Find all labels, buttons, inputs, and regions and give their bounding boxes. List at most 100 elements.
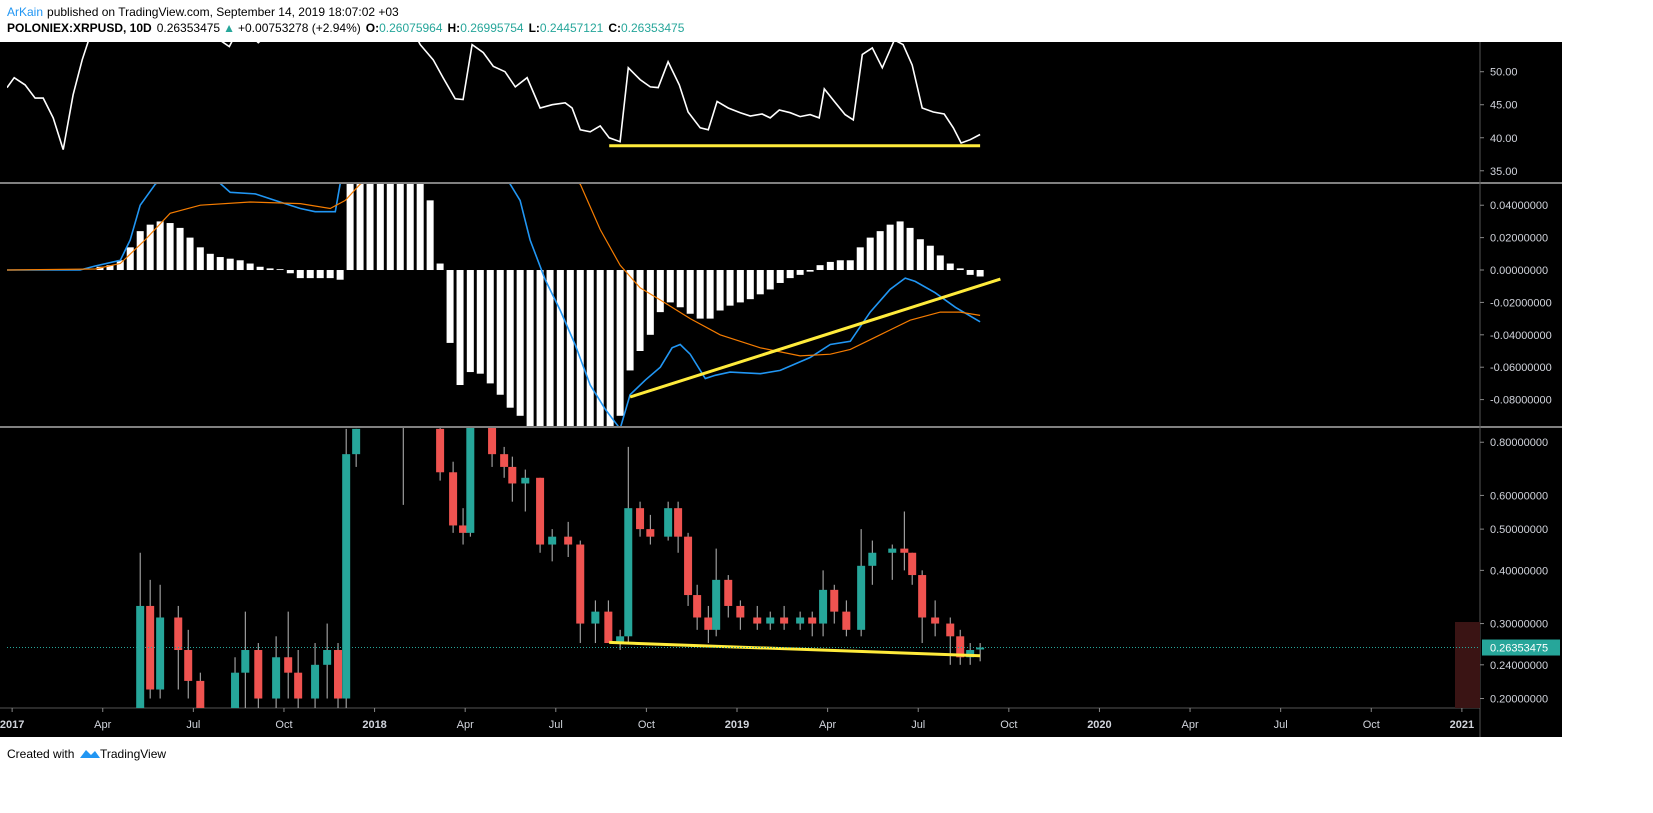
published: published on TradingView.com, September … [47, 5, 399, 19]
candle-body [931, 617, 940, 624]
y-tick-label: 0.20000000 [1490, 694, 1548, 706]
y-tick-label: 0.50000000 [1490, 524, 1548, 536]
header-line: ArKain published on TradingView.com, Sept… [7, 5, 399, 19]
x-tick-label: Oct [1000, 719, 1017, 731]
macd-line [7, 184, 981, 426]
y-tick-label: 50.00 [1490, 67, 1518, 79]
histogram-bar [426, 200, 434, 271]
candle-body [857, 565, 866, 630]
histogram-bar [546, 270, 554, 426]
histogram-bar [456, 270, 464, 386]
candle-body [918, 575, 927, 618]
histogram-bar [256, 266, 264, 271]
histogram-bar [326, 270, 334, 279]
histogram-bar [756, 270, 764, 295]
histogram-bar [626, 270, 634, 371]
candle-body [576, 544, 585, 624]
x-tick-label: Jul [186, 719, 200, 731]
x-tick-label: Jul [911, 719, 925, 731]
histogram-bar [356, 184, 364, 271]
histogram-bar [676, 270, 684, 308]
candle-body [704, 617, 713, 630]
histogram-bar [486, 270, 494, 384]
candle-body [272, 657, 281, 699]
histogram-bar [446, 270, 454, 343]
candle-body [508, 466, 517, 484]
candle-body [956, 636, 965, 658]
footer-created: Created with [7, 747, 74, 761]
histogram-bar [906, 227, 914, 271]
candle-body [636, 508, 645, 530]
histogram-bar [926, 245, 934, 271]
histogram-bar [746, 270, 754, 300]
histogram-bar [176, 227, 184, 271]
candle-body [624, 508, 633, 637]
y-tick-label: 0.02000000 [1490, 233, 1548, 245]
y-tick-label: -0.02000000 [1490, 297, 1552, 309]
y-tick-label: 0.60000000 [1490, 490, 1548, 502]
histogram-bar [276, 269, 284, 271]
candle-body [946, 623, 955, 637]
histogram-bar [156, 221, 164, 271]
candle-body [976, 647, 985, 650]
candle-body [900, 548, 909, 553]
candle-body [780, 617, 789, 624]
pane [7, 42, 981, 150]
candle-body [564, 536, 573, 545]
histogram-bar [476, 270, 484, 374]
histogram-bar [656, 270, 664, 313]
histogram-bar [976, 270, 984, 277]
histogram-bar [116, 260, 124, 271]
histogram-bar [516, 270, 524, 416]
histogram-bar [376, 184, 384, 271]
pane [7, 184, 1001, 426]
histogram-bar [586, 270, 594, 426]
candle-body [241, 650, 250, 673]
histogram-bar [366, 184, 374, 271]
histogram-bar [836, 260, 844, 271]
candle-body [294, 672, 303, 699]
candle-body [254, 650, 263, 699]
pane [136, 428, 985, 708]
y-tick-label: 0.04000000 [1490, 200, 1548, 212]
y-tick-label: 0.00000000 [1490, 265, 1548, 277]
x-tick-label: 2018 [362, 719, 386, 731]
candle-body [231, 672, 240, 708]
candle-body [808, 617, 817, 624]
candle-body [459, 525, 468, 533]
candle-body [500, 454, 509, 467]
symbol: POLONIEX:XRPUSD, 10D [7, 21, 152, 35]
candle-body [449, 472, 458, 526]
x-tick-label: Jul [549, 719, 563, 731]
histogram-bar [296, 270, 304, 279]
histogram-bar [766, 270, 774, 290]
candle-body [352, 428, 361, 455]
histogram-bar [536, 270, 544, 426]
x-tick-label: 2019 [725, 719, 749, 731]
ohlc-value: 0.24457121 [540, 21, 604, 35]
ohlc-value: 0.26353475 [621, 21, 685, 35]
candle-body [146, 605, 155, 690]
footer-brand[interactable]: TradingView [100, 747, 166, 761]
author[interactable]: ArKain [7, 5, 43, 19]
histogram-bar [916, 239, 924, 271]
y-tick-label: -0.08000000 [1490, 395, 1552, 407]
histogram-bar [566, 270, 574, 426]
candle-body [174, 617, 183, 651]
histogram-bar [126, 247, 134, 271]
change: +0.00753278 (+2.94%) [238, 21, 361, 35]
candle-body [664, 508, 673, 537]
candle-body [684, 536, 693, 596]
x-tick-label: Apr [94, 719, 111, 731]
x-tick-label: 2017 [0, 719, 24, 731]
y-tick-label: 40.00 [1490, 133, 1518, 145]
histogram-bar [716, 270, 724, 311]
arrow: ▲ [223, 21, 235, 35]
candle-body [536, 477, 545, 545]
histogram-bar [946, 263, 954, 271]
last-price-label: 0.26353475 [1490, 643, 1548, 655]
last-price-box [1482, 639, 1560, 656]
histogram-bar [706, 270, 714, 319]
